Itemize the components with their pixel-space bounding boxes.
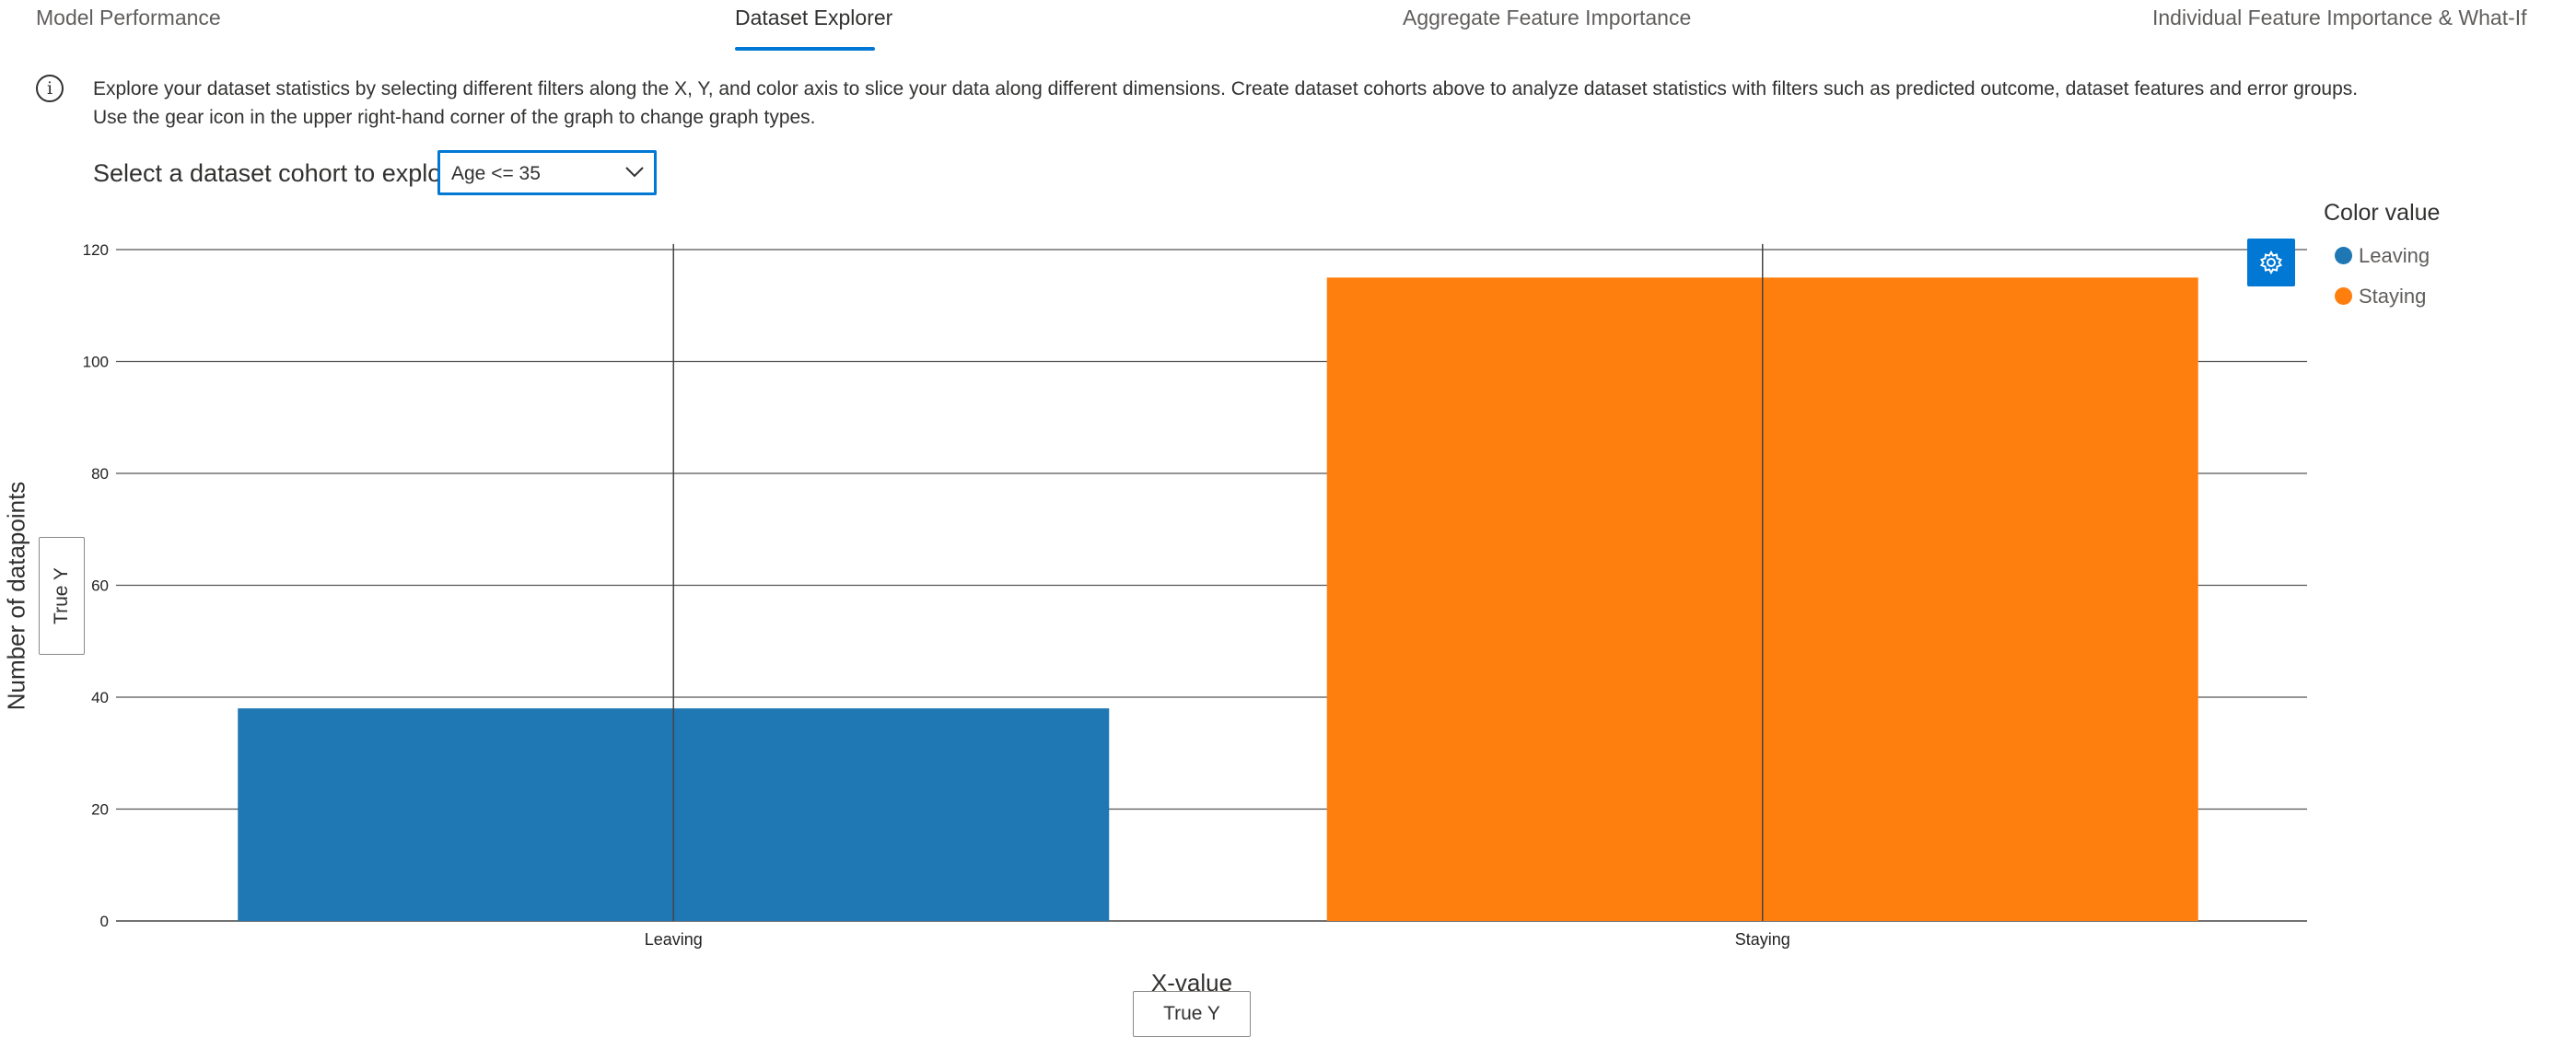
y-axis-selector-label: True Y: [51, 567, 72, 624]
legend-title: Color value: [2324, 200, 2441, 226]
legend-swatch: [2335, 247, 2352, 264]
cohort-dropdown[interactable]: Age <= 35: [437, 150, 657, 195]
y-tick-label: 40: [91, 689, 109, 706]
y-axis-title: Number of datapoints: [2, 481, 30, 711]
cohort-selected-value: Age <= 35: [451, 163, 541, 184]
info-icon: i: [36, 75, 64, 102]
info-text-line-1: Explore your dataset statistics by selec…: [93, 78, 2359, 99]
cohort-label: Select a dataset cohort to explore: [93, 159, 464, 187]
y-tick-label: 0: [100, 913, 109, 930]
y-tick-label: 100: [83, 354, 109, 371]
x-tick-label: Staying: [1735, 930, 1790, 949]
gear-icon: [2259, 250, 2283, 275]
bar-chart: 0 20 40 60 80 100 120 Leaving Staying: [83, 241, 2307, 949]
legend-swatch: [2335, 287, 2352, 305]
y-tick-label: 60: [91, 577, 109, 595]
chart-settings-button[interactable]: [2247, 239, 2295, 286]
chevron-down-icon: [625, 167, 644, 178]
info-text-line-2: Use the gear icon in the upper right-han…: [93, 107, 816, 128]
tab-individual-feature-importance[interactable]: Individual Feature Importance & What-If: [2152, 6, 2527, 29]
info-text: Explore your dataset statistics by selec…: [93, 75, 2543, 132]
x-axis-selector-button[interactable]: True Y: [1133, 991, 1251, 1037]
tab-dataset-explorer[interactable]: Dataset Explorer: [735, 6, 893, 29]
y-tick-label: 120: [83, 241, 109, 259]
legend-item-leaving[interactable]: Leaving: [2335, 244, 2430, 268]
legend-item-staying[interactable]: Staying: [2335, 285, 2426, 309]
y-axis-selector-button[interactable]: True Y: [39, 537, 85, 655]
legend-label: Staying: [2359, 285, 2427, 308]
x-tick-label: Leaving: [645, 930, 703, 949]
tab-model-performance[interactable]: Model Performance: [36, 6, 221, 29]
y-tick-label: 80: [91, 465, 109, 483]
tab-aggregate-feature-importance[interactable]: Aggregate Feature Importance: [1403, 6, 1692, 29]
legend-label: Leaving: [2359, 244, 2430, 267]
y-tick-label: 20: [91, 801, 109, 819]
active-tab-indicator: [735, 47, 875, 51]
